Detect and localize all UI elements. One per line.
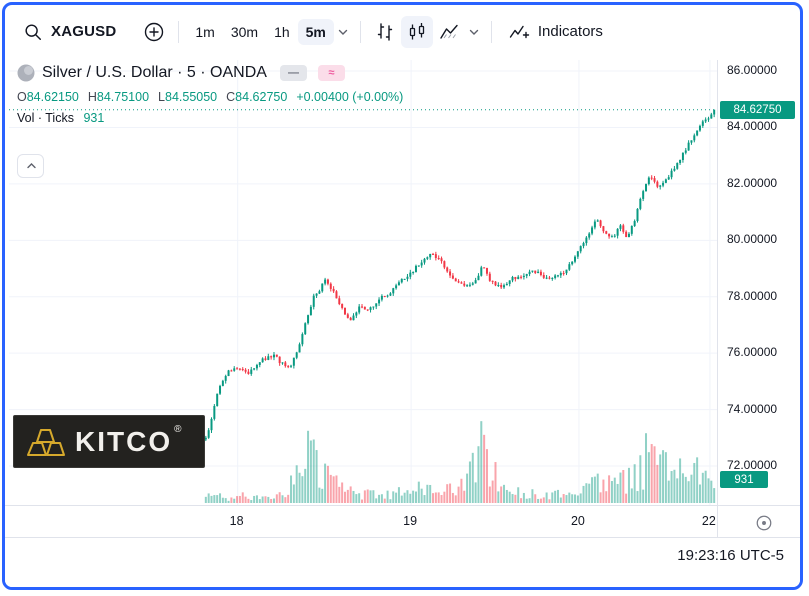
price-tick-label: 72.00000	[727, 458, 778, 473]
symbol-name: XAGUSD	[51, 23, 117, 40]
timeframe-1m-button[interactable]: 1m	[187, 19, 222, 45]
chart-style-menu-button[interactable]	[465, 23, 483, 41]
toolbar-separator	[178, 20, 180, 43]
ohlc-low: L84.55050	[158, 90, 218, 104]
ohlc-close: C84.62750	[226, 90, 288, 104]
circled-dot-icon	[756, 515, 772, 531]
plus-circle-icon	[145, 22, 164, 41]
ohlc-change: +0.00400 (+0.00%)	[296, 90, 404, 104]
price-tick-label: 76.00000	[727, 345, 778, 360]
clock-label[interactable]: 19:23:16 UTC-5	[677, 547, 784, 564]
time-tick-label: 18	[229, 514, 244, 528]
scales-settings-button[interactable]	[749, 510, 779, 536]
timeframe-1h-button[interactable]: 1h	[266, 19, 298, 45]
indicators-button[interactable]: Indicators	[500, 15, 611, 49]
price-tick-label: 86.00000	[727, 63, 778, 77]
symbol-search-button[interactable]: XAGUSD	[15, 16, 124, 48]
bars-chart-icon	[377, 22, 393, 41]
chart-style-area-button[interactable]	[433, 16, 465, 48]
study-pill-collapsed[interactable]: —	[279, 65, 307, 81]
legend-collapse-button[interactable]	[17, 154, 44, 178]
area-chart-icon	[440, 24, 458, 39]
chart-style-bars-button[interactable]	[369, 16, 401, 48]
compare-add-symbol-button[interactable]	[138, 16, 170, 48]
chart-style-candles-button[interactable]	[400, 15, 433, 48]
candles-chart-icon	[409, 22, 425, 39]
volume-label: Vol · Ticks	[17, 111, 74, 125]
registered-mark: ®	[174, 424, 182, 435]
ohlc-row: O84.62150 H84.75100 L84.55050 C84.62750 …	[17, 90, 403, 104]
ohlc-high: H84.75100	[87, 90, 150, 104]
price-tick-label: 74.00000	[727, 401, 778, 416]
kitco-gold-bars-icon	[27, 428, 65, 456]
study-pill-wave[interactable]: ≈	[317, 65, 345, 81]
price-tick-label: 84.00000	[727, 119, 778, 134]
chart-legend: Silver / U.S. Dollar · 5 · OANDA — ≈ O84…	[17, 64, 403, 125]
time-tick-label: 22	[701, 514, 716, 528]
volume-row: Vol · Ticks 931	[17, 111, 403, 125]
price-tick-label: 78.00000	[727, 288, 778, 303]
indicators-label: Indicators	[537, 23, 603, 40]
chevron-down-icon	[469, 29, 479, 35]
legend-title-row[interactable]: Silver / U.S. Dollar · 5 · OANDA — ≈	[17, 64, 403, 82]
price-tick-label: 80.00000	[727, 232, 778, 247]
chevron-down-icon	[338, 29, 348, 35]
timeframe-5m-button[interactable]: 5m	[297, 18, 334, 45]
chart-title: Silver / U.S. Dollar · 5 · OANDA	[42, 64, 267, 81]
time-tick-label: 19	[403, 514, 418, 528]
ohlc-open: O84.62150	[17, 90, 79, 104]
instrument-logo-icon	[17, 64, 35, 82]
timeframe-menu-button[interactable]	[334, 23, 352, 41]
toolbar-separator	[359, 20, 361, 43]
time-tick-label: 20	[570, 514, 585, 528]
volume-value: 931	[83, 111, 105, 125]
volume-badge: 931	[720, 471, 768, 488]
kitco-watermark: KITCO ®	[13, 415, 205, 468]
price-badge: 84.62750	[720, 100, 795, 119]
toolbar-separator	[490, 20, 492, 43]
time-axis[interactable]: 18 19 20 22	[5, 505, 800, 538]
search-icon	[23, 22, 43, 42]
footer-bar: 19:23:16 UTC-5	[5, 537, 800, 587]
indicators-icon	[508, 21, 530, 43]
trading-chart-widget: XAGUSD 1m 30m 1h 5m I	[2, 2, 803, 590]
chevron-up-icon	[26, 163, 36, 169]
price-tick-label: 82.00000	[727, 175, 778, 190]
price-scale[interactable]: 84.62750 931 86.00000 84.00000 82.00000 80.…	[717, 60, 800, 537]
timeframe-30m-button[interactable]: 30m	[223, 19, 266, 45]
kitco-brand-text: KITCO	[75, 425, 173, 457]
top-toolbar: XAGUSD 1m 30m 1h 5m I	[5, 5, 800, 58]
